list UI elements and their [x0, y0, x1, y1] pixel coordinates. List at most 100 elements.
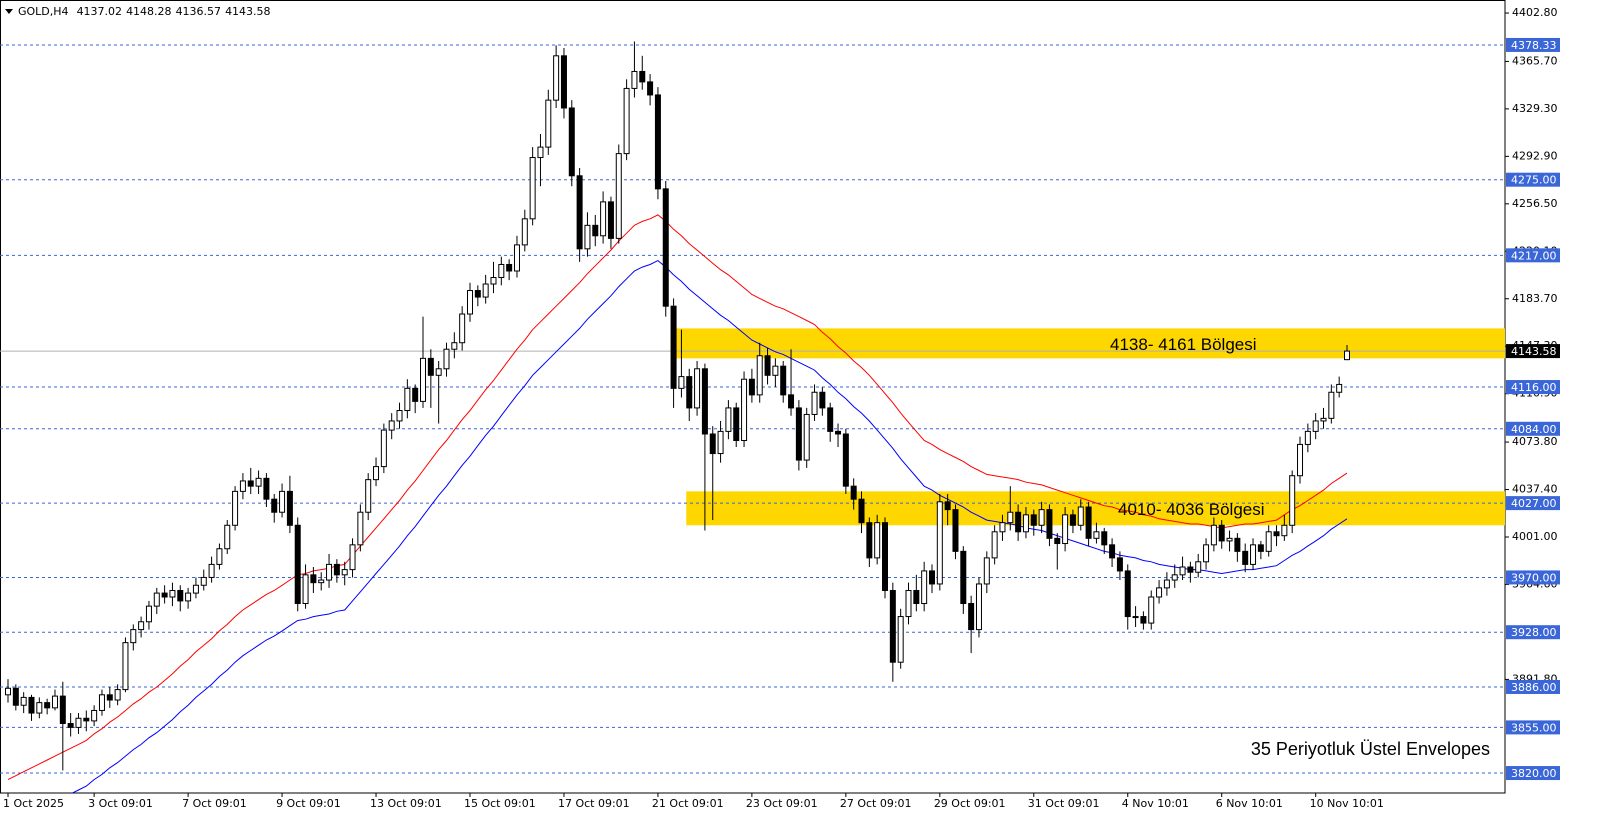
price-tag-label: 4143.58 [1511, 345, 1557, 358]
candle-body [1344, 350, 1350, 361]
candle-body [576, 175, 583, 250]
candle-body [1273, 531, 1280, 537]
candle-body [1320, 417, 1327, 422]
candle-body [874, 522, 881, 559]
candle-body [490, 277, 497, 285]
candle-body [1140, 616, 1147, 624]
candle-body [1054, 537, 1061, 545]
candle-body [51, 695, 58, 709]
candle-body [106, 694, 113, 701]
level-tag [1506, 380, 1560, 395]
candle-body [537, 146, 544, 159]
candle-body [1179, 566, 1186, 576]
candle-body [835, 430, 842, 435]
candle-body [169, 589, 176, 598]
candle-body [521, 218, 528, 246]
high-value: 4148.28 [126, 5, 172, 18]
candle-body [662, 188, 669, 307]
x-tick-label: 4 Nov 10:01 [1122, 797, 1189, 810]
low-value: 4136.57 [176, 5, 222, 18]
candle-body [1226, 537, 1233, 542]
candle-body [913, 589, 920, 605]
candle-body [435, 368, 442, 376]
price-zone [670, 328, 1505, 359]
candle-body [748, 378, 755, 396]
candle-body [827, 407, 834, 432]
candle-body [1257, 544, 1264, 552]
candle-body [639, 70, 646, 83]
level-tag [1506, 720, 1560, 735]
candle-body [208, 563, 215, 578]
candle-body [200, 576, 207, 586]
candle-body [420, 357, 427, 402]
candle-body [678, 376, 685, 389]
candle-body [302, 574, 309, 605]
candle-body [506, 263, 513, 272]
candle-body [866, 522, 873, 559]
candle-body [568, 107, 575, 177]
candle-body [1030, 514, 1037, 526]
x-tick-label: 29 Oct 09:01 [934, 797, 1006, 810]
candle-body [701, 368, 708, 435]
candle-body [459, 313, 466, 344]
level-tag [1506, 625, 1560, 640]
y-tick-label: 4256.50 [1512, 197, 1558, 210]
candle-body [905, 589, 912, 618]
candle-body [709, 433, 716, 455]
candle-body [772, 365, 779, 376]
y-tick-label: 4365.70 [1512, 54, 1558, 67]
envelope-line [71, 260, 1348, 793]
candle-body [396, 410, 403, 422]
x-tick-label: 10 Nov 10:01 [1310, 797, 1384, 810]
candle-body [255, 477, 262, 487]
candle-body [294, 524, 301, 605]
candle-body [161, 592, 168, 598]
level-tag [1506, 570, 1560, 585]
y-tick-label: 4183.70 [1512, 292, 1558, 305]
candle-body [310, 574, 317, 584]
candle-body [983, 557, 990, 585]
y-tick-label: 4292.90 [1512, 149, 1558, 162]
candle-body [443, 348, 450, 370]
candle-body [286, 490, 293, 526]
candle-body [1242, 550, 1249, 565]
candle-body [1124, 570, 1131, 618]
candle-body [388, 420, 395, 431]
overlay-layer: 4138- 4161 Bölgesi 4010- 4036 Bölgesi 35 P… [3, 6, 1560, 810]
candle-body [811, 391, 818, 415]
menu-arrow [5, 9, 13, 14]
candle-body [889, 589, 896, 663]
candle-body [795, 407, 802, 461]
candle-body [1109, 544, 1116, 559]
candle-body [584, 224, 591, 250]
x-tick-label: 3 Oct 09:01 [88, 797, 153, 810]
candle-body [764, 355, 771, 376]
candle-body [263, 477, 270, 500]
candle-body [192, 584, 199, 594]
candle-body [5, 687, 11, 696]
candle-body [83, 717, 90, 722]
close-value: 4143.58 [225, 5, 271, 18]
candle-body [1015, 511, 1022, 533]
candle-body [1069, 514, 1076, 526]
candle-body [333, 563, 340, 576]
level-tag-label: 4116.00 [1511, 381, 1557, 394]
candle-body [365, 479, 372, 513]
level-tag-label: 4275.00 [1511, 174, 1557, 187]
level-tag-label: 3970.00 [1511, 571, 1557, 584]
candle-body [482, 283, 489, 298]
level-tag-label: 4217.00 [1511, 249, 1557, 262]
candle-body [717, 430, 724, 455]
candle-body [600, 201, 607, 237]
candle-body [803, 413, 810, 461]
candle-body [224, 524, 231, 550]
candle-body [216, 548, 223, 565]
candle-body [232, 490, 239, 526]
x-tick-label: 7 Oct 09:01 [182, 797, 247, 810]
y-tick-label: 4037.40 [1512, 483, 1558, 496]
y-tick-label: 4402.80 [1512, 6, 1558, 19]
candle-body [271, 498, 278, 513]
candle-body [928, 570, 935, 585]
